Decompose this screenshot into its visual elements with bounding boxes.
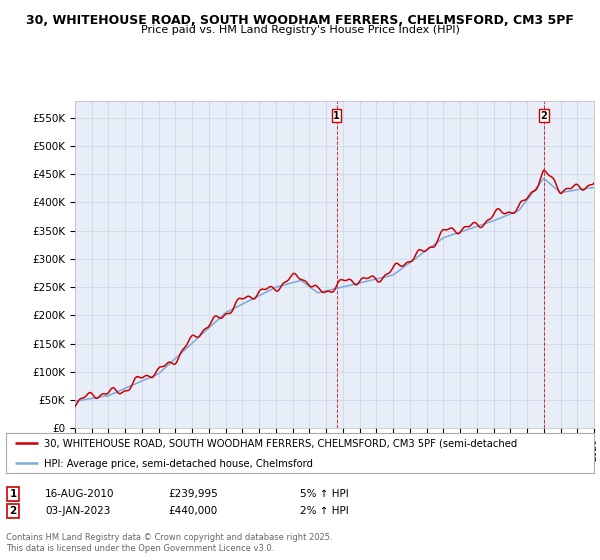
Text: £440,000: £440,000 xyxy=(168,506,217,516)
Text: 30, WHITEHOUSE ROAD, SOUTH WOODHAM FERRERS, CHELMSFORD, CM3 5PF (semi-detached: 30, WHITEHOUSE ROAD, SOUTH WOODHAM FERRE… xyxy=(44,439,517,449)
Text: 30, WHITEHOUSE ROAD, SOUTH WOODHAM FERRERS, CHELMSFORD, CM3 5PF: 30, WHITEHOUSE ROAD, SOUTH WOODHAM FERRE… xyxy=(26,14,574,27)
Text: 03-JAN-2023: 03-JAN-2023 xyxy=(45,506,110,516)
Text: 16-AUG-2010: 16-AUG-2010 xyxy=(45,489,115,499)
Text: 1: 1 xyxy=(333,111,340,120)
Text: Price paid vs. HM Land Registry's House Price Index (HPI): Price paid vs. HM Land Registry's House … xyxy=(140,25,460,35)
Text: 1: 1 xyxy=(10,489,17,499)
Text: 2: 2 xyxy=(10,506,17,516)
Text: Contains HM Land Registry data © Crown copyright and database right 2025.
This d: Contains HM Land Registry data © Crown c… xyxy=(6,533,332,553)
Text: 5% ↑ HPI: 5% ↑ HPI xyxy=(300,489,349,499)
Text: HPI: Average price, semi-detached house, Chelmsford: HPI: Average price, semi-detached house,… xyxy=(44,459,313,469)
Text: £239,995: £239,995 xyxy=(168,489,218,499)
Text: 2% ↑ HPI: 2% ↑ HPI xyxy=(300,506,349,516)
Text: 2: 2 xyxy=(541,111,547,120)
